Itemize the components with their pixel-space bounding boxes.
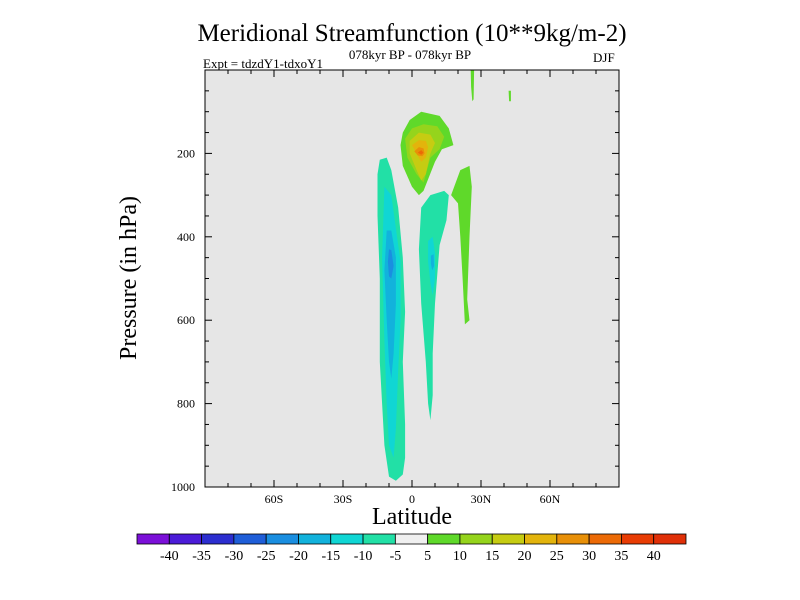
- colorbar-label: -35: [192, 549, 211, 564]
- colorbar-label: -40: [160, 549, 179, 564]
- x-axis-label: Latitude: [372, 504, 452, 530]
- chart-title: Meridional Streamfunction (10**9kg/m-2): [197, 20, 626, 47]
- colorbar-label: 15: [485, 549, 499, 564]
- tick-layer: 60S 30S 0 30N 60N 200 400 600 800 1000: [171, 70, 619, 506]
- colorbar-swatch: [298, 533, 332, 545]
- contour-15-negative-core-north: [430, 254, 435, 271]
- colorbar-label: -15: [321, 549, 340, 564]
- x-tick-label: 60S: [265, 492, 284, 506]
- x-tick-label: 30N: [471, 492, 492, 506]
- colorbar-swatch: [653, 533, 687, 545]
- colorbar-swatch: [136, 533, 170, 545]
- colorbar-swatch: [621, 533, 655, 545]
- colorbar-label: -30: [225, 549, 244, 564]
- contour-layer: [377, 70, 511, 481]
- season-label: DJF: [593, 50, 615, 65]
- contour-30-positive-core: [417, 150, 424, 155]
- colorbar-swatch: [168, 533, 202, 545]
- contour-5-positive-cell-northern-column: [451, 165, 472, 325]
- colorbar-swatch: [524, 533, 558, 545]
- experiment-label: Expt = tdzdY1-tdxoY1: [203, 56, 323, 71]
- colorbar-label: -20: [289, 549, 308, 564]
- x-tick-label: 0: [409, 492, 415, 506]
- y-axis-label: Pressure (in hPa): [116, 196, 142, 360]
- x-tick-label: 30S: [334, 492, 353, 506]
- contour-5-tiny-cell-near-42n: [508, 90, 511, 102]
- y-tick-label: 800: [177, 397, 195, 411]
- colorbar-swatch: [588, 533, 622, 545]
- y-tick-label: 400: [177, 230, 195, 244]
- x-tick-label: 60N: [540, 492, 561, 506]
- colorbar-label: 20: [518, 549, 532, 564]
- period-label: 078kyr BP - 078kyr BP: [349, 47, 471, 62]
- colorbar-label: 10: [453, 549, 467, 564]
- y-tick-label: 600: [177, 313, 195, 327]
- contour-5-small-cell-near-25n-top: [470, 70, 475, 102]
- colorbar-label: -25: [257, 549, 276, 564]
- colorbar-label: 40: [647, 549, 661, 564]
- colorbar-swatch: [201, 533, 235, 545]
- colorbar-swatch: [394, 533, 429, 545]
- y-tick-label: 1000: [171, 480, 195, 494]
- contour-20-negative-core-south: [387, 249, 394, 279]
- plot-area: 60S 30S 0 30N 60N 200 400 600 800 1000: [171, 69, 620, 506]
- colorbar-label: 30: [582, 549, 596, 564]
- colorbar-label: 5: [424, 549, 431, 564]
- colorbar-swatch: [265, 533, 299, 545]
- colorbar-swatch: [491, 533, 525, 545]
- colorbar: -40 -35 -30 -25 -20 -15 -10 -5 5 10 15 20 25 30 35 40: [136, 533, 687, 564]
- y-tick-label: 200: [177, 146, 195, 160]
- colorbar-swatch: [556, 533, 590, 545]
- colorbar-swatch: [362, 533, 396, 545]
- colorbar-swatch: [427, 533, 461, 545]
- colorbar-swatch: [330, 533, 364, 545]
- colorbar-label: 25: [550, 549, 564, 564]
- colorbar-label: -10: [354, 549, 373, 564]
- colorbar-swatch: [459, 533, 493, 545]
- colorbar-label: -5: [390, 549, 402, 564]
- colorbar-swatch: [233, 533, 267, 545]
- colorbar-label: 35: [614, 549, 628, 564]
- contour-5-negative-cell-north: [418, 190, 449, 421]
